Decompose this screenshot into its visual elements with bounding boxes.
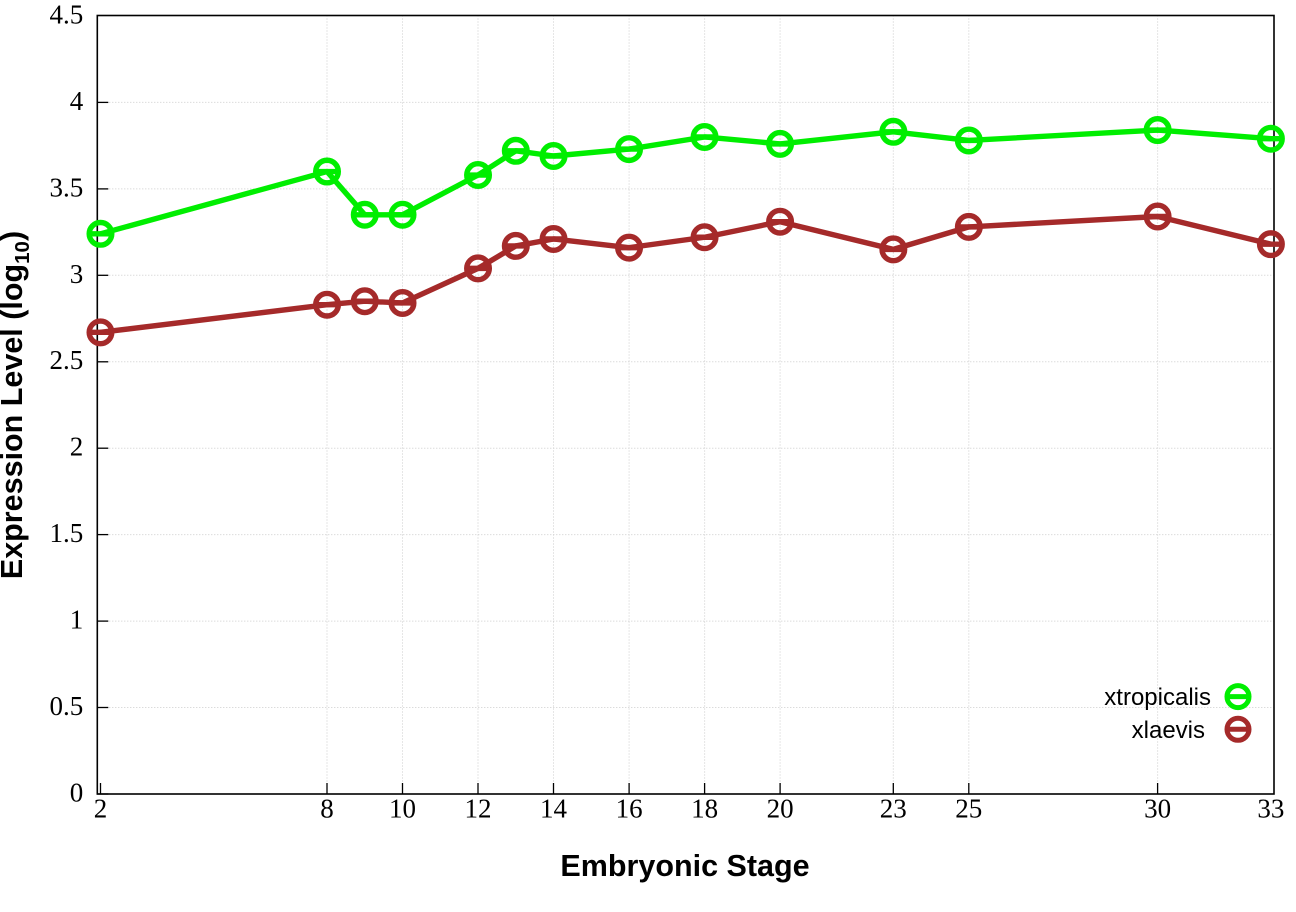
svg-text:3: 3 — [70, 259, 84, 289]
svg-text:2: 2 — [94, 794, 108, 824]
svg-text:8: 8 — [320, 794, 334, 824]
svg-text:33: 33 — [1257, 794, 1284, 824]
svg-text:14: 14 — [540, 794, 568, 824]
svg-text:2: 2 — [70, 432, 84, 462]
svg-text:30: 30 — [1144, 794, 1171, 824]
svg-text:20: 20 — [767, 794, 794, 824]
svg-text:xtropicalis: xtropicalis — [1104, 684, 1211, 711]
svg-text:12: 12 — [465, 794, 492, 824]
svg-text:0: 0 — [70, 778, 84, 808]
svg-text:25: 25 — [955, 794, 982, 824]
svg-text:1: 1 — [70, 605, 84, 635]
svg-text:4: 4 — [70, 86, 84, 116]
svg-text:10: 10 — [389, 794, 416, 824]
svg-text:Expression Level (log10): Expression Level (log10) — [0, 231, 34, 579]
svg-text:3.5: 3.5 — [50, 172, 84, 202]
svg-text:0.5: 0.5 — [50, 691, 84, 721]
svg-text:xlaevis: xlaevis — [1132, 717, 1205, 744]
svg-text:2.5: 2.5 — [50, 345, 84, 375]
svg-text:4.5: 4.5 — [50, 0, 84, 29]
svg-text:23: 23 — [880, 794, 907, 824]
svg-text:18: 18 — [691, 794, 718, 824]
svg-text:1.5: 1.5 — [50, 518, 84, 548]
svg-text:16: 16 — [616, 794, 643, 824]
svg-text:Embryonic Stage: Embryonic Stage — [560, 849, 809, 883]
